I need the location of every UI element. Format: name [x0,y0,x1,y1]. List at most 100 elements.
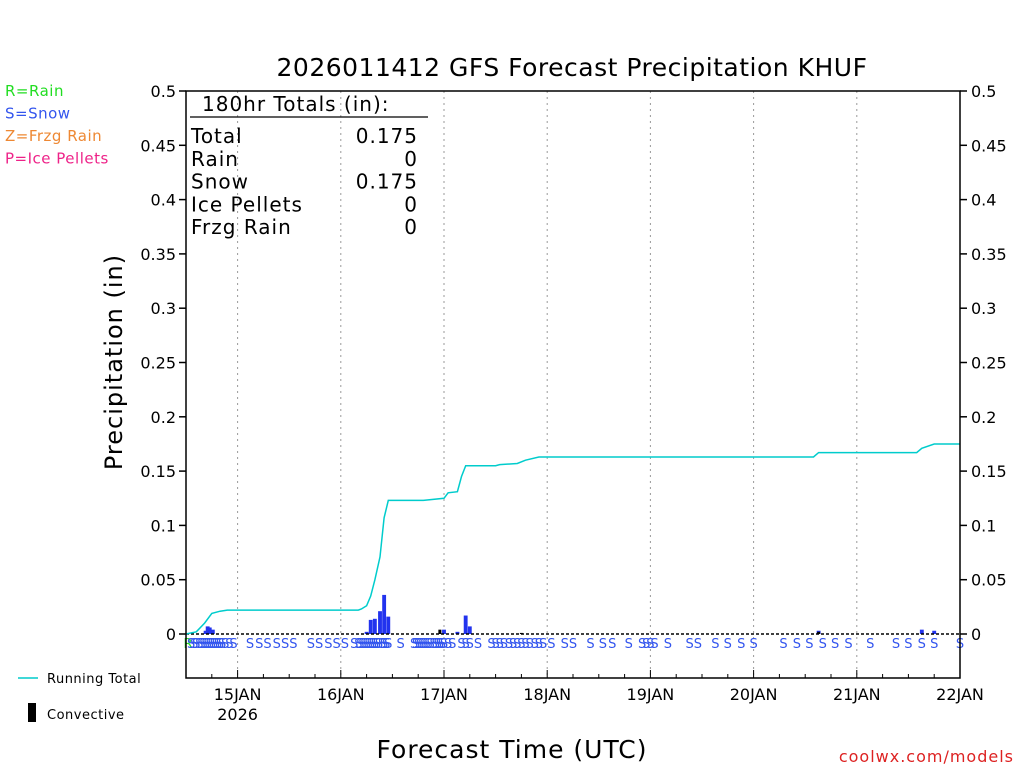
totals-header: 180hr Totals (in): [202,92,390,116]
x-tick-label-15JAN: 15JAN [214,685,262,704]
plot-frame [185,90,961,679]
ptype-marker-90: S [646,637,654,652]
snow-bar-1 [205,626,210,634]
y-tick-label-right-9: 0.45 [971,136,1007,155]
y-axis-ticks: 0 00.05 0.050.1 0.10.15 0.150.2 0.20.25 0.250.… [140,82,1006,644]
ptype-marker-80: S [539,637,547,652]
ptype-marker-47: S [410,637,418,652]
ptype-marker-17: S [225,637,233,652]
x-tick-label-18JAN: 18JAN [523,685,571,704]
ptype-marker-91: S [650,637,658,652]
x-tick-label-21JAN: 21JAN [833,685,881,704]
totals-label-0: Total [190,124,243,148]
ptype-marker-94: S [694,637,702,652]
ptype-marker-48: S [412,637,420,652]
snow-bar-7 [378,611,382,634]
snow-bar-2 [207,627,212,634]
ptype-marker-37: S [367,637,375,652]
ptype-marker-8: S [204,637,212,652]
ptype-marker-43: S [380,637,388,652]
ptype-marker-102: S [819,637,827,652]
ptype-marker-75: S [517,637,525,652]
ptype-marker-13: S [214,637,222,652]
ptype-marker-58: S [434,637,442,652]
ptype-marker-74: S [513,637,521,652]
y-tick-label-left-9: 0.45 [140,136,176,155]
ptype-marker-76: S [521,637,529,652]
precip-type-legend: R=Rain S=Snow Z=Frzg Rain P=Ice Pellets [5,82,109,168]
totals-label-1: Rain [191,147,239,171]
ptype-marker-25: S [307,637,315,652]
ptype-marker-41: S [375,637,383,652]
ptype-marker-79: S [535,637,543,652]
snow-bar-11 [455,631,460,634]
ptype-marker-33: S [358,637,366,652]
snow-bar-0 [203,630,208,634]
convective-legend-swatch [28,703,36,722]
y-tick-label-right-4: 0.2 [971,408,996,427]
totals-label-3: Ice Pellets [191,192,303,216]
ptype-marker-107: S [904,637,912,652]
ptype-marker-36: S [365,637,373,652]
snow-bar-9 [386,616,391,634]
ptype-marker-53: S [422,637,430,652]
ptype-marker-51: S [418,637,426,652]
x-axis-label: Forecast Time (UTC) [377,735,648,764]
ptype-marker-2: S [190,637,198,652]
totals-value-1: 0 [404,147,418,171]
x-tick-label-19JAN: 19JAN [627,685,675,704]
ptype-marker-64: S [457,637,465,652]
ptype-marker-88: S [638,637,646,652]
totals-box: 180hr Totals (in): Total 0.175 Rain 0 Snow 0.1… [190,92,428,239]
convective-bar-0 [438,629,442,634]
snow-bar-4 [364,631,369,634]
y-tick-label-right-8: 0.4 [971,191,996,210]
ptype-marker-93: S [685,637,693,652]
ptype-marker-6: S [199,637,207,652]
ptype-marker-99: S [779,637,787,652]
ptype-marker-27: S [324,637,332,652]
legend-type-3: P=Ice Pellets [5,150,109,168]
chart-title: 2026011412 GFS Forecast Precipitation KH… [277,53,868,82]
site-credit: coolwx.com/models [839,747,1014,766]
ptype-marker-18: S [229,637,237,652]
ptype-marker-40: S [373,637,381,652]
ptype-marker-68: S [487,637,495,652]
ptype-marker-23: S [281,637,289,652]
x-tick-label-16JAN: 16JAN [317,685,365,704]
y-tick-label-right-6: 0.3 [971,299,996,318]
x-tick-label-22JAN: 22JAN [936,685,984,704]
ptype-marker-60: S [438,637,446,652]
y-tick-label-left-0: 0 [166,625,176,644]
snow-bar-10 [442,629,446,634]
ptype-marker-49: S [414,637,422,652]
ptype-marker-10: S [208,637,216,652]
ptype-marker-77: S [526,637,534,652]
ptype-marker-57: S [432,637,440,652]
totals-value-0: 0.175 [356,124,418,148]
ptype-marker-3: S [192,637,200,652]
ptype-marker-95: S [711,637,719,652]
ptype-marker-100: S [793,637,801,652]
y-tick-label-right-3: 0.15 [971,462,1007,481]
y-tick-label-left-6: 0.3 [151,299,176,318]
ptype-marker-105: S [866,637,874,652]
ptype-marker-44: S [382,637,390,652]
y-tick-label-left-8: 0.4 [151,191,176,210]
ptype-marker-52: S [420,637,428,652]
y-tick-label-left-3: 0.15 [140,462,176,481]
ptype-marker-84: S [586,637,594,652]
ptype-marker-69: S [491,637,499,652]
snow-bar-8 [382,594,387,634]
ptype-marker-101: S [805,637,813,652]
ptype-marker-12: S [212,637,220,652]
ptype-marker-38: S [369,637,377,652]
ptype-marker-103: S [831,637,839,652]
ptype-marker-39: S [371,637,379,652]
ptype-marker-59: S [436,637,444,652]
ptype-marker-11: S [210,637,218,652]
x-tick-label-17JAN: 17JAN [420,685,468,704]
ptype-marker-106: S [892,637,900,652]
ptype-marker-109: S [930,637,938,652]
y-tick-label-right-2: 0.1 [971,516,996,535]
